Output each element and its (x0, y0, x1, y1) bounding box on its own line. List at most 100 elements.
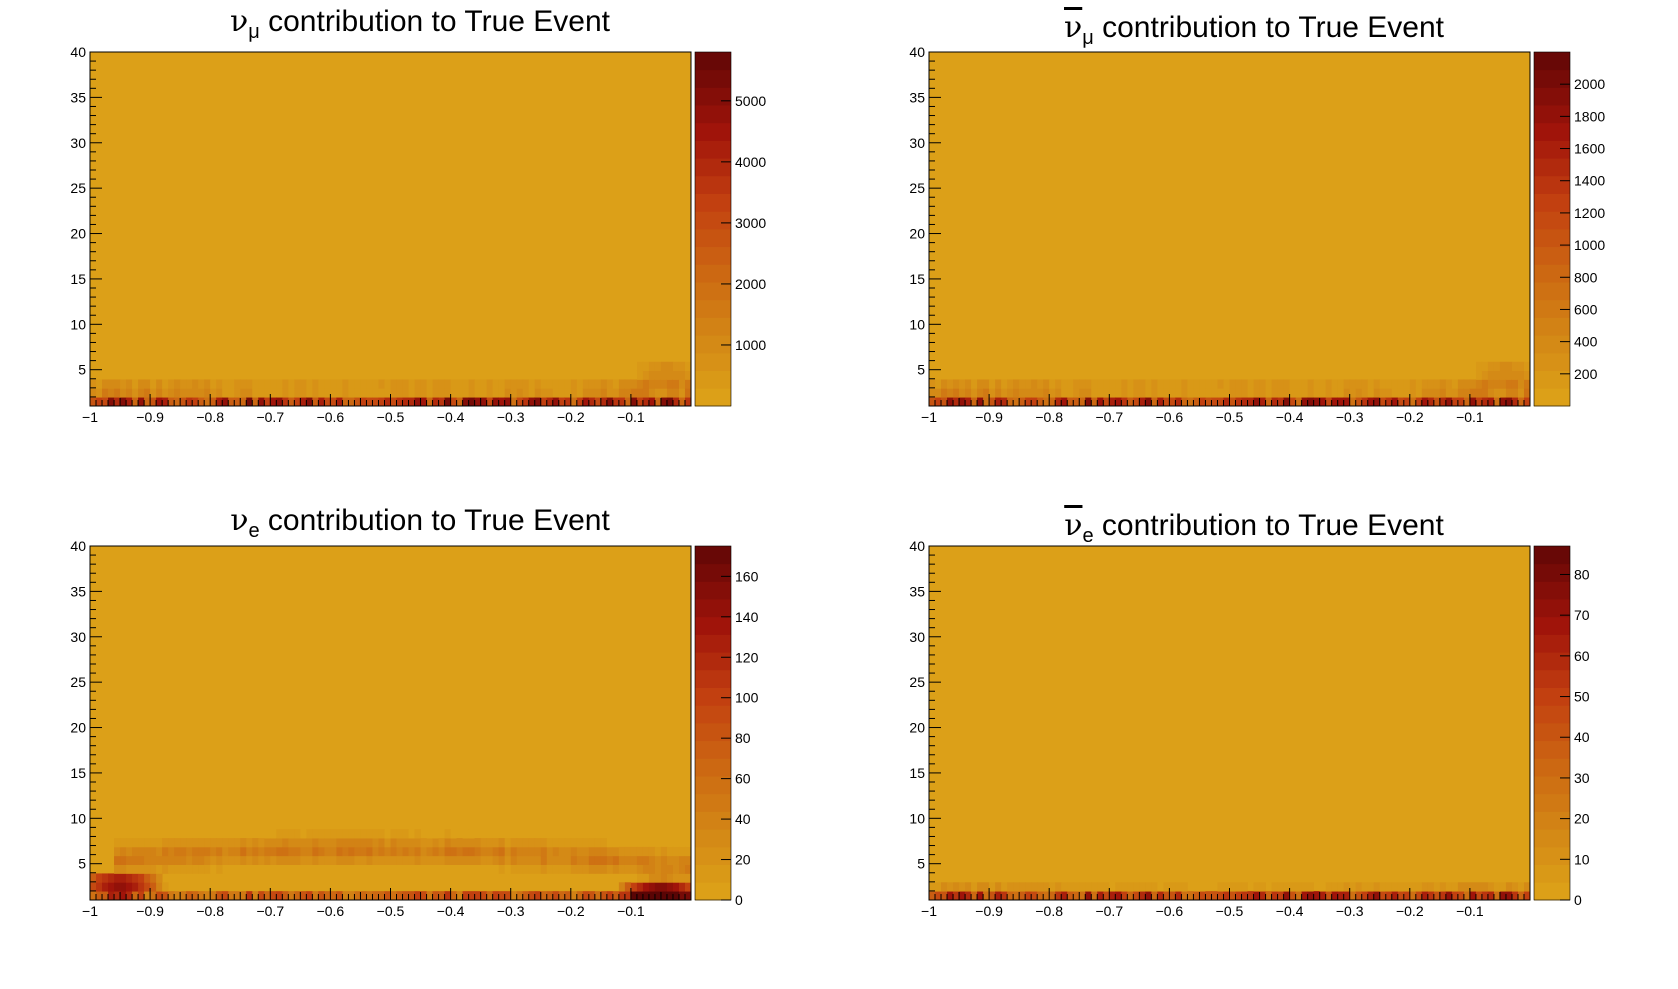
heatmap-cell (1043, 379, 1050, 389)
y-tick-label: 35 (70, 89, 86, 105)
heatmap-cell (312, 846, 319, 857)
heatmap-cell (1157, 379, 1164, 389)
heatmap-cell (384, 397, 391, 407)
heatmap-cell (276, 379, 283, 389)
y-tick-label: 5 (78, 362, 86, 378)
heatmap-cell (1169, 379, 1176, 389)
heatmap-cell (510, 397, 518, 407)
heatmap-cell (312, 891, 319, 901)
heatmap-cell (1091, 882, 1098, 892)
heatmap-cell (144, 397, 151, 407)
heatmap-cell (1127, 379, 1134, 389)
heatmap-cell (1409, 397, 1417, 407)
heatmap-cell (414, 891, 421, 901)
heatmap-cell (1163, 891, 1170, 901)
heatmap-cell (1439, 891, 1447, 901)
heatmap-cell (300, 379, 307, 389)
heatmap-cell (1265, 397, 1272, 407)
heatmap-cell (306, 846, 313, 857)
heatmap-cell (264, 388, 271, 398)
heatmap-cell (1223, 388, 1230, 398)
colorbar-segment (1534, 723, 1570, 742)
heatmap-cell (935, 397, 942, 407)
heatmap-cell (144, 864, 151, 874)
heatmap-cell (648, 379, 656, 389)
heatmap-cell (486, 891, 494, 901)
x-tick-label: −0.3 (497, 903, 525, 919)
heatmap-cell (1505, 388, 1513, 398)
heatmap-cell (450, 891, 458, 901)
heatmap-cell (636, 873, 644, 883)
heatmap-cell (1487, 361, 1495, 371)
heatmap-cell (354, 829, 361, 839)
colorbar-frame (1533, 51, 1571, 407)
heatmap-cell (1145, 388, 1152, 398)
colorbar-segment (1534, 158, 1570, 177)
heatmap-cell (114, 846, 121, 857)
heatmap-cell (282, 379, 289, 389)
heatmap-cell (96, 397, 103, 407)
heatmap-cell (1193, 891, 1200, 901)
heatmap-cell (276, 829, 283, 839)
heatmap-cell (570, 397, 578, 407)
heatmap-cell (1277, 397, 1284, 407)
heatmap-cell (228, 891, 235, 901)
colorbar-segment (695, 388, 731, 407)
heatmap-cell (1019, 891, 1026, 901)
heatmap-cell (426, 388, 433, 398)
heatmap-cell (360, 379, 367, 389)
heatmap-cell (1109, 882, 1116, 892)
heatmap-cell (1097, 397, 1104, 407)
heatmap-cell (953, 891, 960, 901)
heatmap-cell (1229, 891, 1236, 901)
heatmap-cell (660, 388, 668, 398)
heatmap-cell (1331, 397, 1339, 407)
heatmap-cell (426, 891, 433, 901)
heatmap-cell (1325, 388, 1333, 398)
heatmap-cell (1415, 379, 1423, 389)
heatmap-cell (1445, 397, 1453, 407)
heatmap-cell (384, 829, 391, 839)
heatmap-cell (672, 397, 680, 407)
heatmap-cell (366, 846, 373, 857)
heatmap-cell (1499, 370, 1507, 380)
heatmap-cell (306, 838, 313, 848)
heatmap-cell (312, 397, 319, 407)
heatmap-cell (1343, 397, 1351, 407)
heatmap-cell (1259, 379, 1266, 389)
heatmap-cell (156, 379, 163, 389)
heatmap-cell (1355, 397, 1363, 407)
heatmap-cell (504, 379, 512, 389)
plot-area (929, 546, 1530, 900)
heatmap-cell (432, 846, 439, 857)
heatmap-cell (630, 891, 638, 901)
heatmap-cell (1433, 397, 1441, 407)
x-tick-label: −0.4 (437, 409, 465, 425)
heatmap-cell (474, 855, 482, 865)
heatmap-cell (1457, 397, 1465, 407)
heatmap-cell (678, 873, 686, 883)
heatmap-cell (432, 855, 439, 865)
heatmap-cell (522, 388, 530, 398)
heatmap-cell (1283, 379, 1290, 389)
heatmap-cell (270, 846, 277, 857)
heatmap-cell (186, 379, 193, 389)
heatmap-cell (210, 397, 217, 407)
heatmap-cell (378, 891, 385, 901)
heatmap-cell (342, 855, 349, 865)
heatmap-cell (1241, 882, 1248, 892)
heatmap-cell (1355, 891, 1363, 901)
heatmap-cell (156, 838, 163, 848)
heatmap-cell (1073, 882, 1080, 892)
heatmap-cell (1223, 397, 1230, 407)
heatmap-cell (252, 379, 259, 389)
heatmap-cell (162, 846, 169, 857)
heatmap-cell (264, 397, 271, 407)
heatmap-cell (1043, 397, 1050, 407)
heatmap-cell (1007, 388, 1014, 398)
heatmap-cell (174, 855, 181, 865)
colorbar-tick-label: 800 (1574, 269, 1598, 285)
heatmap-cell (1121, 891, 1128, 901)
heatmap-cell (666, 379, 674, 389)
